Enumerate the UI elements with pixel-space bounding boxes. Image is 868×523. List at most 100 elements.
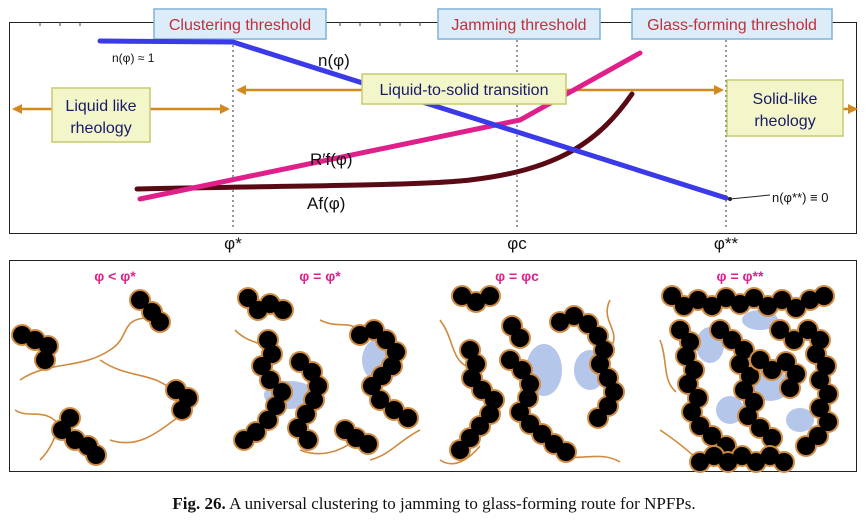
particle-core xyxy=(745,289,763,307)
particle-core xyxy=(675,297,693,315)
particle-core xyxy=(773,291,791,309)
particle-core xyxy=(785,331,803,349)
particle-core xyxy=(261,371,279,389)
figure-caption: Fig. 26. A universal clustering to jammi… xyxy=(0,494,868,514)
particle-core xyxy=(291,353,309,371)
glass-threshold-box: Glass-forming threshold xyxy=(631,8,833,40)
particle-core xyxy=(811,371,829,389)
n-end-pointer xyxy=(729,194,771,200)
particle-core xyxy=(777,353,795,371)
polymer-chain xyxy=(99,359,176,393)
particle-core xyxy=(711,321,729,339)
pore-regions xyxy=(264,310,814,432)
particle-core xyxy=(173,401,191,419)
transition-label: Liquid-to-solid transition xyxy=(380,82,549,99)
particle-core xyxy=(731,295,749,313)
particle-core xyxy=(663,287,681,305)
particle-core xyxy=(589,327,607,345)
particle-core xyxy=(787,299,805,317)
figure-caption-text: A universal clustering to jamming to gla… xyxy=(229,494,696,513)
particle-core xyxy=(387,343,405,361)
particle-core xyxy=(681,333,699,351)
figure-number: Fig. 26. xyxy=(172,494,226,513)
particle-core xyxy=(797,437,815,455)
particle-core xyxy=(599,369,617,387)
particle-core xyxy=(235,431,253,449)
R-curve xyxy=(137,50,643,202)
particle-core xyxy=(259,411,277,429)
transition-box: Liquid-to-solid transition xyxy=(361,73,567,105)
particle-core xyxy=(263,345,281,363)
particle-core xyxy=(689,291,707,309)
clustering-threshold-label: Clustering threshold xyxy=(169,17,311,34)
particle-core xyxy=(683,403,701,421)
particle-core xyxy=(679,375,697,393)
particle-core xyxy=(36,351,54,369)
particle-core xyxy=(303,363,321,381)
nanoparticles xyxy=(11,285,839,473)
particle-core xyxy=(807,345,825,363)
particle-core xyxy=(705,447,723,465)
particle-core xyxy=(739,407,757,425)
n-curve-label: n(φ) xyxy=(318,51,350,70)
solid-label-line2: rheology xyxy=(754,113,815,130)
particle-core xyxy=(371,391,389,409)
particle-core xyxy=(259,331,277,349)
particle-core xyxy=(691,453,709,471)
panel4-label: φ = φ** xyxy=(717,268,764,284)
particle-core xyxy=(605,383,623,401)
particle-core xyxy=(557,443,575,461)
polymer-chain xyxy=(659,339,677,393)
particle-core xyxy=(775,453,793,471)
n-start-label: n(φ) ≈ 1 xyxy=(112,51,155,65)
particle-core xyxy=(519,389,537,407)
panel2-label: φ = φ* xyxy=(299,268,341,284)
n-curve xyxy=(97,38,729,201)
particle-core xyxy=(771,321,789,339)
pore-region xyxy=(716,396,744,424)
particle-core xyxy=(501,351,519,369)
particle-core xyxy=(87,446,105,464)
particle-core xyxy=(273,383,291,401)
particle-core xyxy=(521,375,539,393)
particle-core xyxy=(735,341,753,359)
particle-core xyxy=(677,347,695,365)
particle-core xyxy=(671,321,689,339)
particle-core xyxy=(511,403,529,421)
pore-region xyxy=(786,408,814,432)
particle-core xyxy=(781,379,799,397)
particle-core xyxy=(351,326,369,344)
particle-core xyxy=(751,351,769,369)
particle-core xyxy=(297,405,315,423)
liquid-rheology-box: Liquid like rheology xyxy=(51,87,151,143)
particle-core xyxy=(735,381,753,399)
panel1-label: φ < φ* xyxy=(94,268,136,284)
particle-core xyxy=(599,397,617,415)
particle-core xyxy=(239,289,257,307)
solid-rheology-box: Solid-like rheology xyxy=(726,79,844,137)
particle-core xyxy=(513,361,531,379)
particle-core xyxy=(691,417,709,435)
particle-core xyxy=(461,429,479,447)
particle-core xyxy=(521,415,539,433)
particle-core xyxy=(759,297,777,315)
particle-core xyxy=(289,419,307,437)
particle-core xyxy=(309,377,327,395)
jamming-threshold-box: Jamming threshold xyxy=(437,8,601,40)
particle-core xyxy=(703,427,721,445)
particle-core xyxy=(399,409,417,427)
particle-core xyxy=(471,417,489,435)
glass-threshold-label: Glass-forming threshold xyxy=(647,17,817,34)
top-border-ticks xyxy=(39,22,421,26)
particle-core xyxy=(689,389,707,407)
particle-core xyxy=(819,413,837,431)
particle-core xyxy=(305,391,323,409)
particle-core xyxy=(274,301,292,319)
polymer-chain xyxy=(439,445,481,465)
liquid-label-line2: rheology xyxy=(70,120,131,137)
particle-core xyxy=(685,361,703,379)
jamming-threshold-label: Jamming threshold xyxy=(451,17,586,34)
particle-core xyxy=(579,315,597,333)
phi-star-tick: φ* xyxy=(224,234,242,253)
